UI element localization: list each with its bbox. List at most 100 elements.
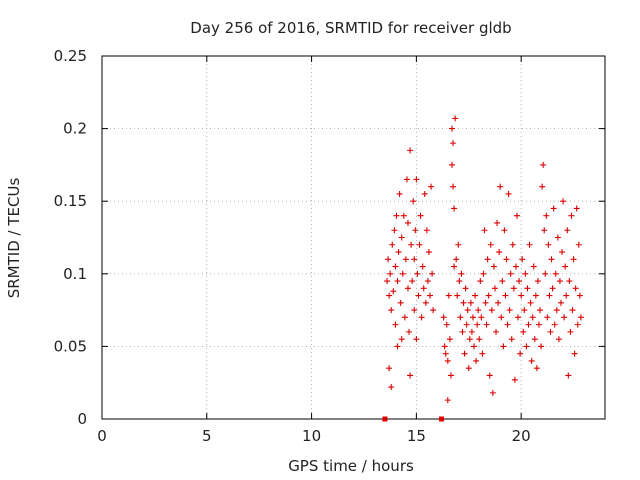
data-point <box>411 256 418 263</box>
data-point <box>401 314 408 321</box>
data-point <box>544 314 551 321</box>
data-point <box>505 190 512 197</box>
data-point <box>440 314 447 321</box>
data-point <box>445 292 452 299</box>
data-point <box>399 270 406 277</box>
grid-lines <box>102 56 605 419</box>
data-point <box>538 343 545 350</box>
data-point <box>526 241 533 248</box>
data-point <box>510 285 517 292</box>
data-point <box>550 205 557 212</box>
data-point <box>454 292 461 299</box>
data-point <box>449 161 456 168</box>
data-point <box>414 270 421 277</box>
data-point <box>517 350 524 357</box>
data-point <box>483 321 490 328</box>
data-point <box>506 307 513 314</box>
x-tick-label: 10 <box>302 427 321 445</box>
data-point <box>565 372 572 379</box>
data-point <box>502 292 509 299</box>
data-point <box>388 384 395 391</box>
data-point <box>554 234 561 241</box>
data-point <box>407 372 414 379</box>
data-point <box>386 365 393 372</box>
data-point <box>553 307 560 314</box>
data-point <box>523 343 530 350</box>
data-point <box>413 176 420 183</box>
data-point <box>419 263 426 270</box>
data-point <box>462 285 469 292</box>
data-point <box>403 176 410 183</box>
data-point <box>525 321 532 328</box>
data-point <box>422 299 429 306</box>
data-point <box>498 314 505 321</box>
data-point <box>571 350 578 357</box>
data-point <box>441 343 448 350</box>
data-point <box>486 372 493 379</box>
data-point <box>398 234 405 241</box>
data-point <box>542 270 549 277</box>
data-point <box>559 249 566 256</box>
data-point <box>518 292 525 299</box>
data-point <box>394 278 401 285</box>
data-point <box>442 350 449 357</box>
data-point <box>464 307 471 314</box>
data-point <box>456 278 463 285</box>
data-point <box>387 270 394 277</box>
data-point <box>527 299 534 306</box>
x-axis-label: GPS time / hours <box>288 457 414 475</box>
data-point <box>490 263 497 270</box>
data-point <box>392 263 399 270</box>
data-point <box>450 140 457 147</box>
data-point <box>392 321 399 328</box>
data-point <box>428 183 435 190</box>
data-point <box>396 190 403 197</box>
data-point <box>389 241 396 248</box>
data-point <box>450 183 457 190</box>
data-point <box>406 328 413 335</box>
data-point <box>547 328 554 335</box>
data-point <box>531 336 538 343</box>
data-point <box>476 336 483 343</box>
y-tick-label: 0.1 <box>63 265 87 283</box>
data-point <box>423 227 430 234</box>
data-point <box>541 227 548 234</box>
data-point <box>491 285 498 292</box>
data-point <box>425 249 432 256</box>
data-point <box>400 212 407 219</box>
data-point <box>533 365 540 372</box>
y-tick-label: 0 <box>77 410 87 428</box>
data-point <box>529 314 536 321</box>
data-point <box>382 416 388 422</box>
data-point <box>452 115 459 122</box>
data-point <box>463 321 470 328</box>
data-point <box>451 205 458 212</box>
data-point <box>460 299 467 306</box>
data-point <box>466 336 473 343</box>
data-point <box>415 292 422 299</box>
data-point <box>413 336 420 343</box>
data-point <box>397 299 404 306</box>
data-point <box>564 227 571 234</box>
data-point <box>473 357 480 364</box>
data-point <box>468 328 475 335</box>
data-point <box>394 343 401 350</box>
data-point <box>482 299 489 306</box>
data-point <box>513 212 520 219</box>
data-point <box>443 321 450 328</box>
data-point <box>530 263 537 270</box>
data-point <box>408 241 415 248</box>
data-point <box>493 328 500 335</box>
data-point <box>467 299 474 306</box>
y-tick-label: 0.2 <box>63 120 87 138</box>
data-point <box>556 278 563 285</box>
data-point <box>449 125 456 132</box>
data-point <box>576 292 583 299</box>
data-point <box>444 397 451 404</box>
data-point <box>563 292 570 299</box>
data-point <box>574 321 581 328</box>
data-point <box>557 299 564 306</box>
data-point <box>398 336 405 343</box>
data-point <box>555 336 562 343</box>
